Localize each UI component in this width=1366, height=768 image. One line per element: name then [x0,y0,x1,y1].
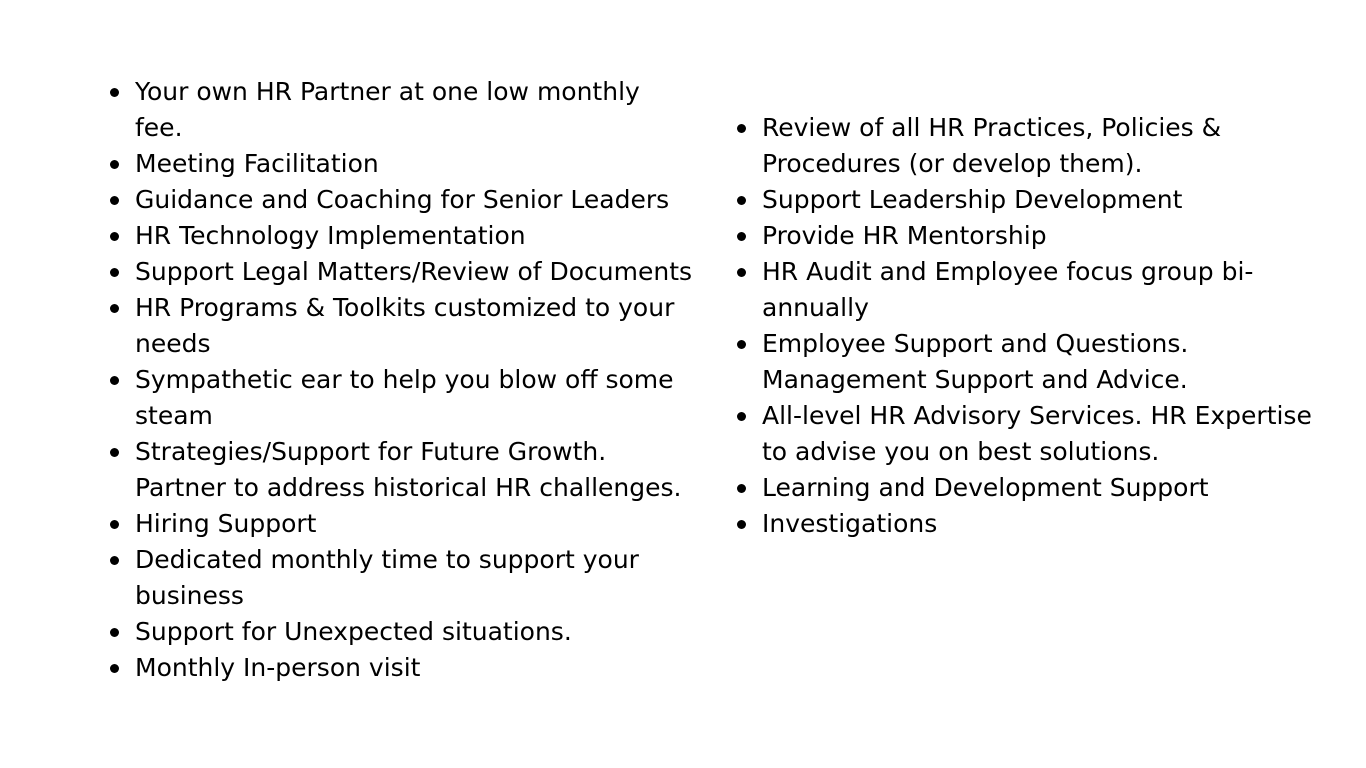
list-item-text: Investigations [762,509,938,538]
left-services-list: Your own HR Partner at one low monthly f… [108,74,693,686]
bullet-icon [110,304,119,313]
bullet-icon [110,664,119,673]
list-item: Investigations [735,506,1335,542]
list-item-text: Provide HR Mentorship [762,221,1047,250]
list-item: Sympathetic ear to help you blow off som… [108,362,693,434]
bullet-icon [110,628,119,637]
list-item: Employee Support and Questions. Manageme… [735,326,1335,398]
bullet-icon [737,232,746,241]
list-item-text: Support Legal Matters/Review of Document… [135,257,693,286]
bullet-icon [110,232,119,241]
list-item-text: Support for Unexpected situations. [135,617,572,646]
list-item: Hiring Support [108,506,693,542]
list-item: Support Leadership Development [735,182,1335,218]
list-item: Provide HR Mentorship [735,218,1335,254]
list-item-text: Employee Support and Questions. Manageme… [762,329,1189,394]
list-item-text: Support Leadership Development [762,185,1183,214]
list-item-text: Hiring Support [135,509,317,538]
list-item-text: HR Audit and Employee focus group bi-ann… [762,257,1254,322]
list-item: Guidance and Coaching for Senior Leaders [108,182,693,218]
list-item: Support for Unexpected situations. [108,614,693,650]
list-item-text: Dedicated monthly time to support your b… [135,545,639,610]
bullet-icon [110,520,119,529]
list-item: Strategies/Support for Future Growth. Pa… [108,434,693,506]
bullet-icon [737,124,746,133]
list-item-text: Monthly In-person visit [135,653,421,682]
bullet-icon [737,268,746,277]
list-item-text: Your own HR Partner at one low monthly f… [135,77,640,142]
list-item-text: HR Programs & Toolkits customized to you… [135,293,675,358]
list-item: Support Legal Matters/Review of Document… [108,254,693,290]
list-item-text: Sympathetic ear to help you blow off som… [135,365,674,430]
bullet-icon [110,268,119,277]
bullet-icon [737,340,746,349]
list-item-text: All-level HR Advisory Services. HR Exper… [762,401,1312,466]
list-item-text: Guidance and Coaching for Senior Leaders [135,185,670,214]
list-item-text: HR Technology Implementation [135,221,526,250]
bullet-icon [110,88,119,97]
list-item-text: Strategies/Support for Future Growth. Pa… [135,437,682,502]
list-item: Learning and Development Support [735,470,1335,506]
list-item: HR Technology Implementation [108,218,693,254]
list-item: All-level HR Advisory Services. HR Exper… [735,398,1335,470]
list-item: Dedicated monthly time to support your b… [108,542,693,614]
bullet-icon [110,160,119,169]
list-item-text: Learning and Development Support [762,473,1209,502]
bullet-icon [737,196,746,205]
bullet-icon [737,520,746,529]
list-item: Meeting Facilitation [108,146,693,182]
bullet-icon [110,448,119,457]
list-item-text: Review of all HR Practices, Policies & P… [762,113,1222,178]
bullet-icon [110,196,119,205]
list-item: Monthly In-person visit [108,650,693,686]
right-services-list: Review of all HR Practices, Policies & P… [735,110,1335,542]
list-item: Review of all HR Practices, Policies & P… [735,110,1335,182]
list-item-text: Meeting Facilitation [135,149,379,178]
list-item: Your own HR Partner at one low monthly f… [108,74,693,146]
list-item: HR Audit and Employee focus group bi-ann… [735,254,1335,326]
bullet-icon [110,556,119,565]
bullet-icon [737,412,746,421]
bullet-icon [110,376,119,385]
list-item: HR Programs & Toolkits customized to you… [108,290,693,362]
bullet-icon [737,484,746,493]
